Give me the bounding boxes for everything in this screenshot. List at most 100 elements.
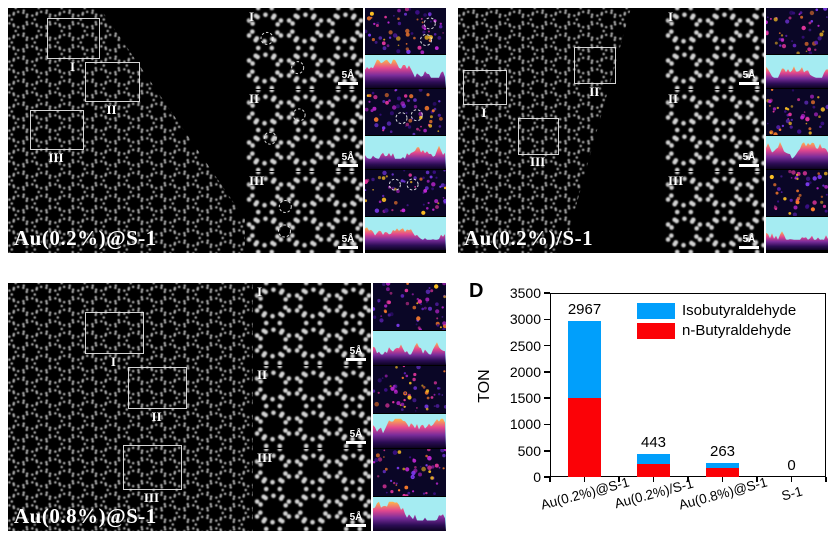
- atom-dot-map-svg: [365, 8, 446, 54]
- legend-swatch: [637, 302, 675, 319]
- stem-image: I II III Au(0.2%)/S-1: [458, 8, 664, 253]
- y-tick-label: 0: [533, 469, 541, 485]
- y-tick-label: 2000: [509, 363, 541, 380]
- y-tick-label: 500: [517, 442, 541, 459]
- scale-bar-line: [338, 81, 358, 85]
- scale-bar-line: [739, 163, 759, 167]
- intensity-profile-svg: [365, 217, 446, 250]
- atom-circle-marker: [278, 200, 292, 213]
- scale-bar-label: 5Å: [349, 511, 363, 523]
- atom-circle-marker: [263, 131, 277, 145]
- scale-bar-line: [739, 81, 759, 85]
- roi-box-I: [47, 18, 101, 60]
- y-tick-label: 1000: [509, 416, 541, 433]
- scale-bar-label: 5Å: [341, 69, 355, 81]
- bar-isobutyraldehyde: [637, 453, 670, 464]
- inset-image-III: III 5Å: [253, 449, 371, 531]
- atom-dot-map-svg: [766, 8, 828, 54]
- intensity-profile-svg: [373, 414, 446, 448]
- atom-circle-marker: [278, 224, 291, 238]
- inset-numeral: III: [257, 450, 273, 465]
- roi-box-label: II: [106, 102, 117, 118]
- intensity-profile: [373, 414, 446, 448]
- roi-box-II: [85, 62, 141, 103]
- x-tick: [721, 477, 724, 482]
- scale-bar: 5Å: [338, 151, 358, 167]
- atom-dot-map-svg: [766, 89, 828, 135]
- roi-box-III: [30, 110, 84, 150]
- intensity-profile-svg: [365, 136, 446, 169]
- inset-lattice-svg: [664, 8, 764, 89]
- bar-n-butyraldehyde: [706, 468, 739, 477]
- intensity-profile-svg: [766, 136, 828, 169]
- inset-numeral: I: [249, 9, 255, 24]
- atom-circle-marker: [423, 17, 436, 30]
- x-tick: [756, 477, 758, 482]
- x-tick: [583, 477, 586, 482]
- x-tick: [825, 477, 827, 482]
- inset-lattice-svg: [253, 366, 371, 448]
- intensity-profile: [365, 217, 446, 250]
- stem-image: I II III Au(0.8%)@S-1: [8, 283, 253, 531]
- scale-bar-label: 5Å: [341, 151, 355, 163]
- atom-dot-map-svg: [365, 89, 446, 135]
- roi-box-III: [122, 444, 182, 490]
- roi-box-III: [517, 117, 560, 155]
- scale-bar: 5Å: [346, 511, 366, 527]
- scale-bar: 5Å: [346, 346, 366, 361]
- intensity-profile-svg: [365, 55, 446, 88]
- y-tick-label: 2500: [509, 337, 541, 354]
- legend-label: Isobutyraldehyde: [682, 302, 797, 319]
- legend-item: n-Butyraldehyde: [637, 322, 796, 339]
- intensity-profile-svg: [373, 331, 446, 365]
- intensity-dot-map: [766, 8, 828, 54]
- y-tick: [544, 450, 550, 452]
- panel-letter: D: [469, 280, 484, 302]
- intensity-profile: [373, 497, 446, 531]
- bar-n-butyraldehyde: [637, 463, 670, 477]
- atom-circle-marker: [388, 178, 401, 191]
- y-tick: [544, 476, 550, 478]
- roi-box-label: II: [151, 408, 162, 424]
- scale-bar: 5Å: [338, 234, 358, 249]
- roi-box-label: II: [589, 84, 600, 100]
- inset-numeral: II: [668, 91, 679, 106]
- intensity-dot-map: [373, 449, 446, 496]
- bar-n-butyraldehyde: [568, 398, 601, 477]
- roi-box-label: I: [481, 105, 487, 121]
- intensity-profile: [373, 331, 446, 365]
- scale-bar-line: [338, 163, 358, 167]
- profile-column: [365, 8, 446, 253]
- intensity-dot-map: [766, 170, 828, 216]
- legend: Isobutyraldehyde n-Butyraldehyde: [637, 302, 796, 342]
- intensity-profile: [766, 217, 828, 250]
- atom-circle-marker: [410, 109, 423, 122]
- intensity-profile: [365, 136, 446, 169]
- y-tick: [544, 344, 550, 347]
- bar-total-label: 0: [787, 457, 796, 474]
- atom-circle-marker: [260, 31, 274, 45]
- scale-bar-label: 5Å: [742, 69, 756, 81]
- roi-box-label: I: [110, 353, 116, 369]
- intensity-profile: [766, 55, 828, 88]
- inset-numeral: II: [249, 91, 260, 106]
- intensity-dot-map: [373, 366, 446, 413]
- inset-image-II: II 5Å: [664, 90, 764, 171]
- scale-bar-label: 5Å: [742, 151, 756, 163]
- y-tick: [544, 423, 550, 426]
- inset-column: I 5Å II 5Å III 5Å: [664, 8, 764, 253]
- inset-lattice-svg: [245, 8, 363, 89]
- scale-bar-label: 5Å: [742, 233, 756, 245]
- inset-lattice-svg: [664, 90, 764, 171]
- profile-column: [373, 283, 446, 531]
- intensity-profile-svg: [766, 217, 828, 250]
- scale-bar-line: [346, 440, 366, 444]
- inset-lattice-svg: [664, 172, 764, 253]
- inset-column: I 5Å II 5Å III 5Å: [253, 283, 371, 531]
- y-tick-label: 3000: [509, 311, 541, 328]
- scale-bar-line: [346, 357, 366, 361]
- y-tick: [544, 371, 550, 373]
- profile-column: [766, 8, 828, 253]
- legend-label: n-Butyraldehyde: [682, 322, 792, 339]
- intensity-dot-map: [766, 89, 828, 135]
